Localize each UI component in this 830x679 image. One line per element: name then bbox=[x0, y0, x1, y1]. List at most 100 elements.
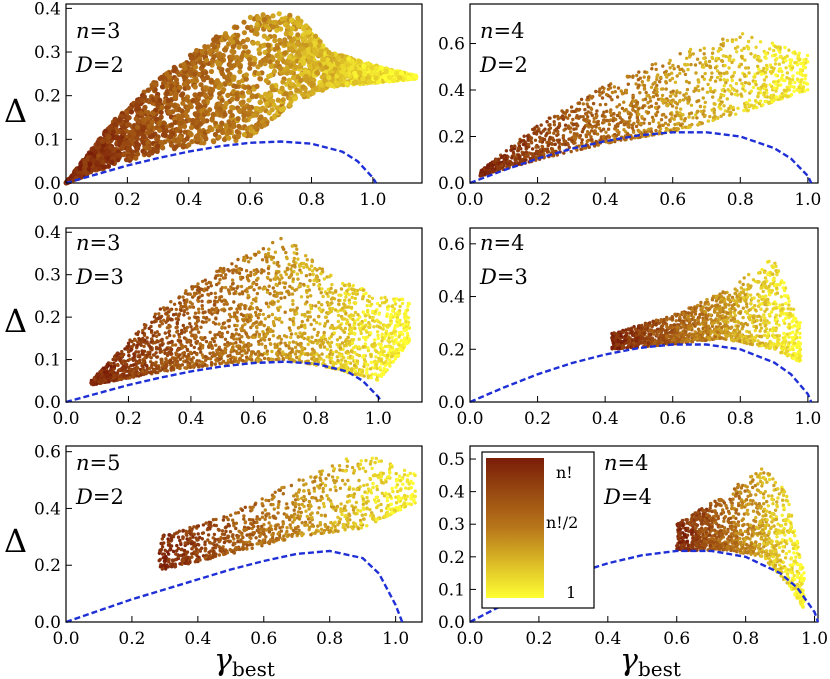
data-point bbox=[610, 98, 614, 102]
data-point bbox=[740, 32, 745, 36]
data-point bbox=[763, 99, 767, 104]
data-point bbox=[150, 111, 156, 117]
data-point bbox=[82, 163, 88, 169]
data-point bbox=[784, 59, 788, 63]
data-point bbox=[640, 115, 644, 119]
data-point bbox=[793, 60, 797, 65]
data-point bbox=[239, 90, 245, 96]
data-point bbox=[291, 302, 295, 306]
data-point bbox=[223, 100, 229, 107]
data-point bbox=[651, 95, 656, 99]
data-point bbox=[334, 349, 338, 354]
data-point bbox=[95, 141, 101, 147]
data-point bbox=[590, 125, 594, 129]
data-point bbox=[585, 117, 589, 122]
data-point bbox=[635, 116, 640, 120]
data-point bbox=[373, 65, 379, 72]
data-point bbox=[112, 121, 118, 127]
data-point bbox=[289, 17, 295, 23]
data-point bbox=[128, 357, 132, 362]
data-point bbox=[155, 143, 161, 149]
data-point bbox=[567, 113, 572, 118]
data-point bbox=[166, 109, 173, 115]
data-point bbox=[131, 131, 137, 137]
data-point bbox=[166, 74, 172, 80]
data-point bbox=[270, 13, 276, 19]
data-point bbox=[287, 102, 293, 108]
data-point bbox=[582, 118, 586, 122]
data-point bbox=[770, 54, 775, 58]
data-point bbox=[222, 81, 228, 87]
data-point bbox=[287, 292, 291, 297]
data-point bbox=[223, 326, 227, 330]
data-point bbox=[240, 38, 246, 45]
data-point bbox=[538, 148, 543, 152]
data-point bbox=[777, 62, 781, 66]
data-point bbox=[534, 145, 538, 149]
data-point bbox=[294, 41, 301, 47]
data-point bbox=[522, 139, 526, 143]
data-point bbox=[721, 44, 725, 48]
data-point bbox=[356, 317, 360, 322]
data-point bbox=[219, 120, 225, 126]
data-point bbox=[569, 105, 574, 109]
data-point bbox=[745, 44, 749, 49]
data-point bbox=[222, 47, 228, 53]
data-point bbox=[207, 49, 213, 55]
data-point bbox=[689, 62, 693, 67]
data-point bbox=[785, 71, 790, 75]
data-point bbox=[314, 70, 320, 76]
data-point bbox=[649, 85, 654, 90]
scatter-points bbox=[478, 32, 810, 178]
data-point bbox=[208, 330, 212, 334]
data-point bbox=[602, 136, 606, 140]
data-point bbox=[781, 57, 785, 61]
data-point bbox=[109, 159, 115, 165]
data-point bbox=[262, 269, 266, 273]
data-point bbox=[676, 65, 680, 69]
data-point bbox=[252, 124, 258, 130]
data-point bbox=[320, 57, 326, 63]
data-point bbox=[318, 82, 324, 88]
data-point bbox=[203, 136, 209, 142]
data-point bbox=[487, 163, 491, 167]
data-point bbox=[547, 140, 551, 144]
data-point bbox=[204, 57, 210, 63]
data-point bbox=[219, 97, 225, 103]
data-point bbox=[192, 92, 198, 98]
data-point bbox=[626, 132, 630, 136]
data-point bbox=[746, 108, 750, 113]
x-tick-label: 0.4 bbox=[175, 190, 202, 210]
data-point bbox=[176, 138, 182, 144]
data-point bbox=[606, 127, 611, 131]
data-point bbox=[96, 166, 102, 172]
data-point bbox=[788, 80, 792, 84]
data-point bbox=[182, 65, 188, 71]
data-point bbox=[684, 96, 688, 100]
data-point bbox=[607, 135, 612, 139]
data-point bbox=[320, 43, 326, 49]
data-point bbox=[255, 330, 259, 334]
y-tick-label: 0.4 bbox=[438, 81, 465, 101]
data-point bbox=[630, 126, 635, 130]
data-point bbox=[743, 89, 747, 93]
data-point bbox=[651, 119, 655, 124]
data-point bbox=[194, 47, 200, 54]
data-point bbox=[653, 62, 658, 66]
data-point bbox=[572, 109, 576, 114]
data-point bbox=[286, 77, 292, 83]
data-point bbox=[264, 100, 270, 106]
data-point bbox=[644, 90, 648, 95]
data-point bbox=[172, 334, 176, 338]
data-point bbox=[253, 333, 258, 337]
data-point bbox=[742, 108, 746, 113]
data-point bbox=[363, 318, 367, 323]
data-point bbox=[259, 105, 266, 111]
data-point bbox=[255, 40, 261, 46]
data-point bbox=[219, 273, 223, 278]
data-point bbox=[674, 106, 679, 110]
data-point bbox=[372, 325, 376, 329]
data-point bbox=[204, 74, 210, 80]
data-point bbox=[177, 116, 183, 122]
y-tick-label: 0.1 bbox=[34, 130, 61, 150]
